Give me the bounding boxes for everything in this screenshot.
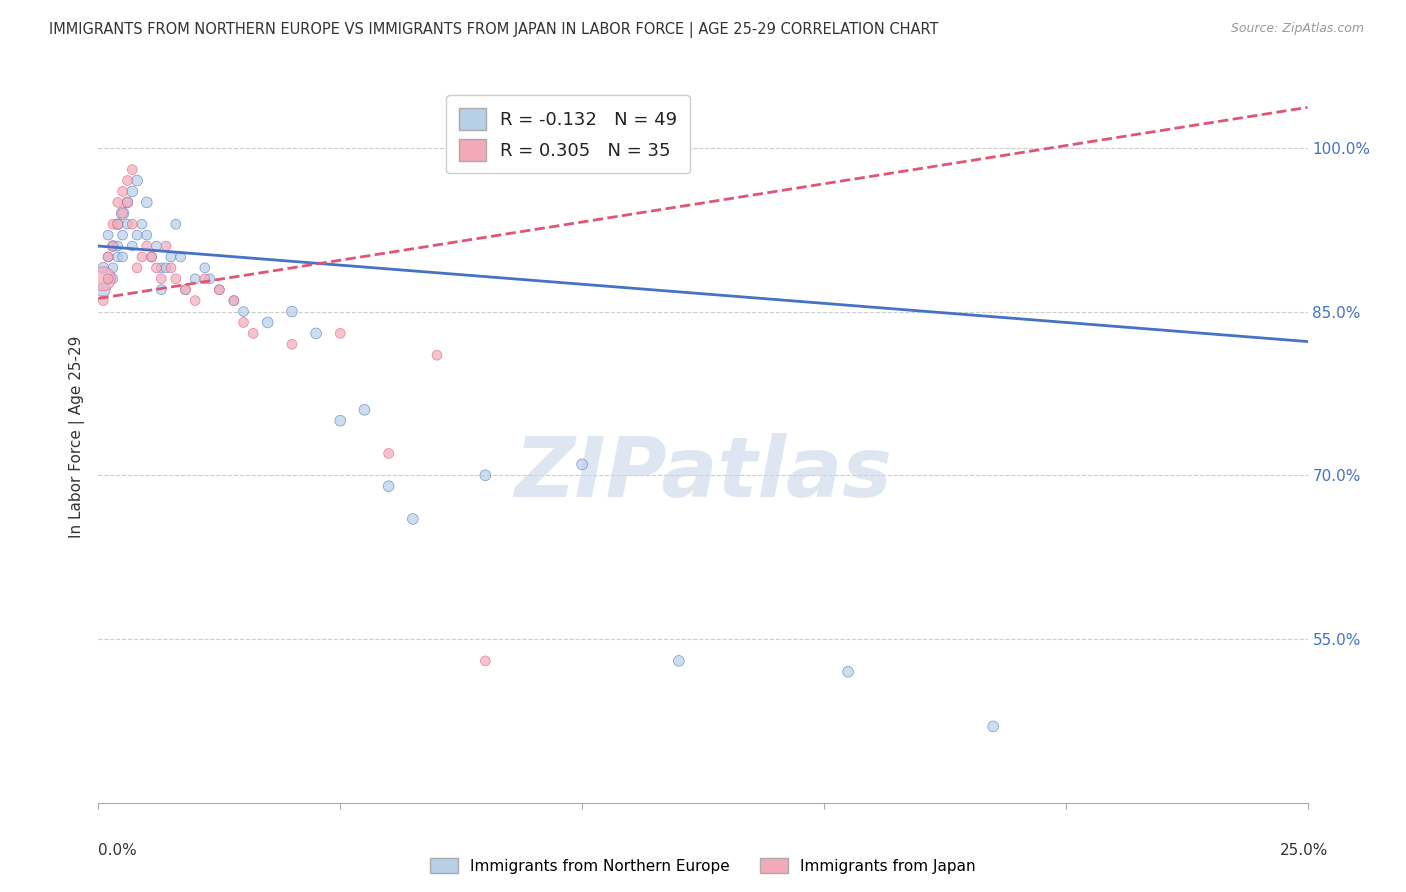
Point: [329, 414, 352, 428]
Point: [256, 315, 278, 329]
Point: [135, 195, 157, 210]
Point: [107, 195, 129, 210]
Point: [101, 272, 124, 286]
Point: [426, 348, 449, 362]
Text: Source: ZipAtlas.com: Source: ZipAtlas.com: [1230, 22, 1364, 36]
Point: [155, 260, 177, 275]
Point: [141, 250, 163, 264]
Point: [117, 173, 139, 187]
Point: [208, 283, 231, 297]
Point: [101, 239, 124, 253]
Point: [402, 512, 425, 526]
Point: [127, 228, 149, 243]
Point: [474, 654, 496, 668]
Point: [232, 315, 254, 329]
Point: [117, 195, 139, 210]
Point: [135, 228, 157, 243]
Point: [97, 272, 120, 286]
Text: 0.0%: 0.0%: [98, 843, 138, 858]
Point: [281, 304, 304, 318]
Point: [165, 217, 187, 231]
Point: [107, 239, 129, 253]
Point: [150, 272, 173, 286]
Point: [117, 195, 139, 210]
Point: [145, 260, 167, 275]
Point: [107, 217, 129, 231]
Point: [222, 293, 245, 308]
Point: [571, 458, 593, 472]
Point: [222, 293, 245, 308]
Point: [121, 217, 143, 231]
Point: [121, 162, 143, 177]
Point: [194, 260, 217, 275]
Point: [101, 239, 124, 253]
Point: [97, 250, 120, 264]
Point: [174, 283, 197, 297]
Point: [155, 239, 177, 253]
Point: [131, 250, 153, 264]
Point: [111, 228, 134, 243]
Point: [242, 326, 264, 341]
Point: [135, 239, 157, 253]
Point: [174, 283, 197, 297]
Point: [281, 337, 304, 351]
Point: [184, 272, 207, 286]
Point: [150, 283, 173, 297]
Text: ZIPatlas: ZIPatlas: [515, 434, 891, 514]
Point: [121, 185, 143, 199]
Legend: R = -0.132   N = 49, R = 0.305   N = 35: R = -0.132 N = 49, R = 0.305 N = 35: [446, 95, 690, 173]
Point: [194, 272, 217, 286]
Point: [145, 239, 167, 253]
Point: [117, 217, 139, 231]
Point: [837, 665, 859, 679]
Point: [329, 326, 352, 341]
Point: [127, 173, 149, 187]
Point: [305, 326, 328, 341]
Point: [165, 272, 187, 286]
Point: [208, 283, 231, 297]
Point: [981, 719, 1004, 733]
Point: [141, 250, 163, 264]
Point: [150, 260, 173, 275]
Point: [668, 654, 690, 668]
Point: [474, 468, 496, 483]
Point: [111, 250, 134, 264]
Point: [184, 293, 207, 308]
Point: [160, 260, 183, 275]
Point: [101, 217, 124, 231]
Point: [101, 260, 124, 275]
Point: [107, 250, 129, 264]
Point: [127, 260, 149, 275]
Point: [377, 479, 399, 493]
Point: [353, 402, 375, 417]
Point: [111, 206, 134, 220]
Point: [198, 272, 221, 286]
Point: [377, 446, 399, 460]
Point: [97, 250, 120, 264]
Point: [232, 304, 254, 318]
Point: [111, 206, 134, 220]
Y-axis label: In Labor Force | Age 25-29: In Labor Force | Age 25-29: [69, 336, 84, 538]
Point: [169, 250, 191, 264]
Point: [131, 217, 153, 231]
Point: [121, 239, 143, 253]
Point: [160, 250, 183, 264]
Point: [91, 260, 114, 275]
Text: 25.0%: 25.0%: [1281, 843, 1329, 858]
Point: [107, 217, 129, 231]
Legend: Immigrants from Northern Europe, Immigrants from Japan: Immigrants from Northern Europe, Immigra…: [425, 852, 981, 880]
Point: [91, 283, 114, 297]
Text: IMMIGRANTS FROM NORTHERN EUROPE VS IMMIGRANTS FROM JAPAN IN LABOR FORCE | AGE 25: IMMIGRANTS FROM NORTHERN EUROPE VS IMMIG…: [49, 22, 939, 38]
Point: [111, 185, 134, 199]
Point: [97, 228, 120, 243]
Point: [91, 293, 114, 308]
Point: [91, 272, 114, 286]
